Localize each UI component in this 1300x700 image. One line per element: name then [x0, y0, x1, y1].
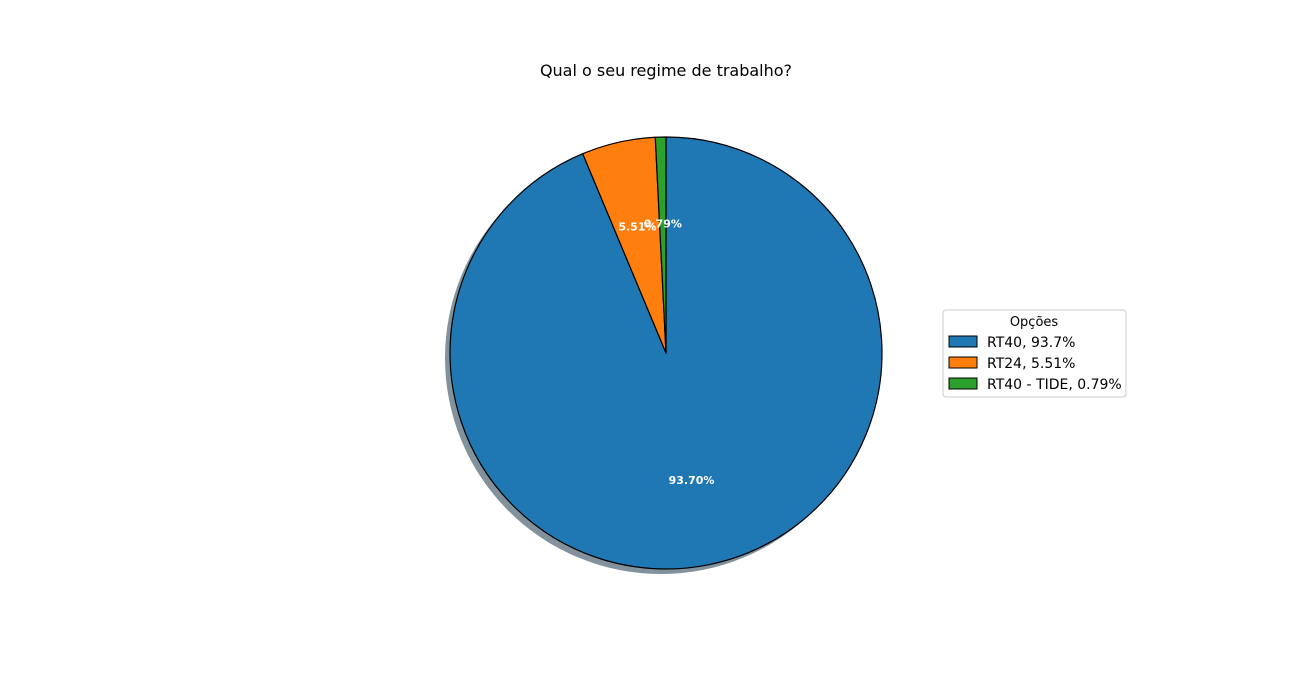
legend-title: Opções	[1010, 315, 1059, 330]
slice-label-3: 0.79%	[644, 217, 682, 230]
pie-slice-1	[449, 136, 883, 570]
legend-label-1: RT40, 93.7%	[987, 335, 1075, 351]
legend-label-2: RT24, 5.51%	[987, 356, 1075, 372]
pie-slice-3	[654, 136, 667, 354]
pie-group: 93.70% 5.51%0.79%	[445, 136, 883, 574]
chart-title: Qual o seu regime de trabalho?	[540, 61, 792, 80]
legend: Opções RT40, 93.7% RT24, 5.51% RT40 - TIDE…	[942, 309, 1127, 398]
legend-swatch-1	[948, 335, 978, 348]
slice-label-1: 93.70%	[669, 474, 715, 487]
legend-frame	[942, 309, 1127, 398]
legend-label-3: RT40 - TIDE, 0.79%	[987, 377, 1122, 393]
legend-swatch-2	[948, 356, 978, 369]
slice-label-2: 5.51%	[618, 221, 656, 234]
legend-swatch-3	[948, 377, 978, 390]
